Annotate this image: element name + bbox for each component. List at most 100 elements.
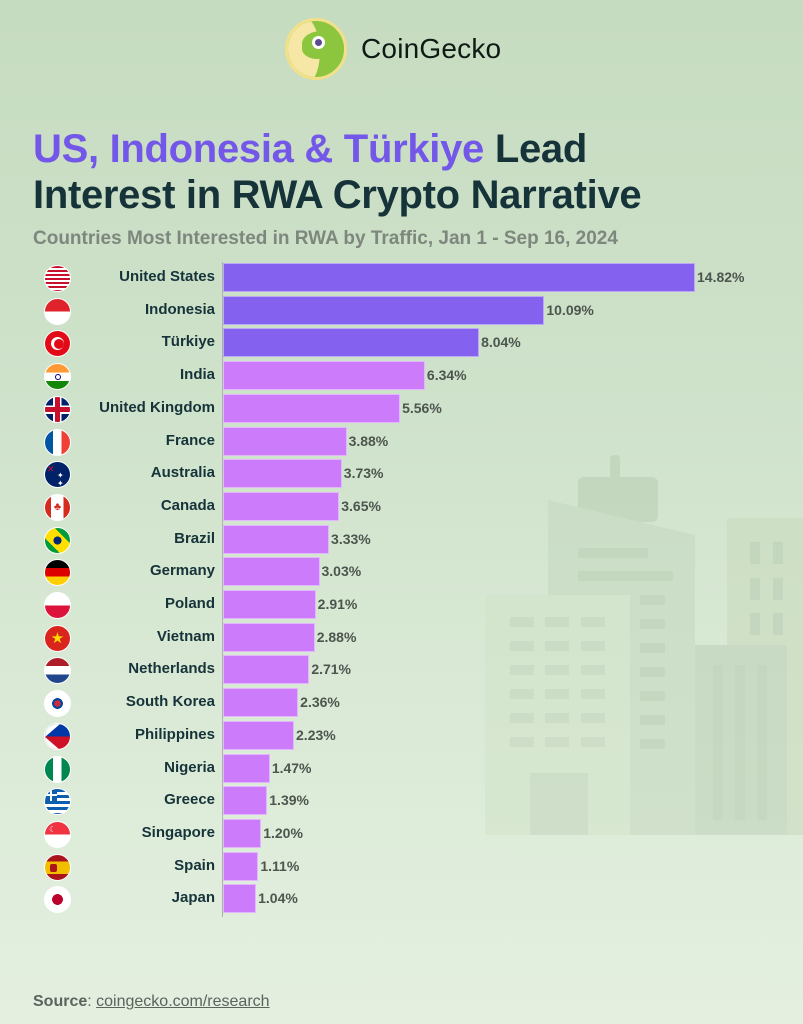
value-label: 3.03% — [321, 563, 362, 580]
bar — [223, 818, 262, 848]
value-label: 3.33% — [331, 530, 371, 547]
japan-flag-icon — [44, 886, 71, 914]
value-label: 1.20% — [263, 824, 303, 841]
brand-name: CoinGecko — [361, 33, 502, 64]
value-label: 14.82% — [697, 269, 745, 285]
title-rest: Lead — [484, 127, 587, 171]
france-flag-icon — [44, 428, 71, 456]
value-label: 3.88% — [348, 432, 389, 449]
bar — [223, 328, 480, 358]
country-label: Brazil — [174, 529, 215, 547]
nigeria-flag-icon — [44, 755, 71, 783]
australia-flag-icon: ✦ ✦ ✦✕ — [44, 461, 71, 489]
bar — [223, 753, 270, 783]
value-label: 6.34% — [426, 367, 467, 384]
source-footer: Source: coingecko.com/research — [33, 993, 270, 1010]
value-label: 5.56% — [402, 399, 442, 416]
chart-row: Spain 1.11% — [0, 851, 803, 882]
country-label: South Korea — [125, 693, 215, 711]
title-highlight: US, Indonesia & Türkiye — [33, 127, 484, 171]
indonesia-flag-icon — [44, 297, 71, 325]
value-label: 2.71% — [311, 661, 352, 678]
country-label: United Kingdom — [99, 398, 215, 416]
germany-flag-icon — [44, 559, 71, 587]
chart-row: Indonesia 10.09% — [0, 295, 803, 326]
chart-row: ♣ Canada 3.65% — [0, 491, 803, 522]
bar — [223, 263, 696, 292]
country-label: Indonesia — [144, 300, 215, 318]
bar — [223, 720, 295, 750]
chart-row: ✦ ✦ ✦✕ Australia 3.73% — [0, 459, 803, 489]
bar — [223, 361, 425, 391]
country-label: Germany — [149, 562, 215, 580]
brazil-flag-icon — [44, 526, 71, 554]
gecko-logo-icon — [285, 18, 347, 80]
chart-row: Nigeria 1.47% — [0, 753, 803, 784]
chart-row: ★ Vietnam 2.88% — [0, 622, 803, 653]
bar — [223, 622, 315, 652]
chart-row: France 3.88% — [0, 426, 803, 457]
vietnam-flag-icon: ★ — [44, 624, 71, 652]
value-label: 3.73% — [343, 465, 384, 482]
south-korea-flag-icon — [44, 690, 71, 718]
chart-row: Netherlands 2.71% — [0, 655, 803, 685]
philippines-flag-icon — [44, 722, 71, 750]
value-label: 1.04% — [258, 890, 298, 907]
value-label: 1.47% — [271, 759, 312, 776]
chart-subtitle: Countries Most Interested in RWA by Traf… — [33, 228, 618, 249]
country-label: France — [165, 431, 215, 449]
value-label: 10.09% — [546, 301, 594, 318]
value-label: 8.04% — [481, 334, 521, 351]
canada-flag-icon: ♣ — [44, 493, 71, 521]
chart-row: Philippines 2.23% — [0, 720, 803, 751]
bar — [223, 655, 310, 685]
country-label: Greece — [164, 791, 215, 809]
country-label: United States — [119, 268, 215, 285]
value-label: 1.39% — [269, 792, 309, 809]
chart-row: Türkiye 8.04% — [0, 328, 803, 358]
country-label: Australia — [150, 464, 215, 482]
chart-row: United States 14.82% — [0, 263, 803, 293]
bar — [223, 491, 340, 521]
chart-row: South Korea 2.36% — [0, 688, 803, 718]
chart-row: United Kingdom 5.56% — [0, 393, 803, 424]
poland-flag-icon — [44, 592, 71, 619]
country-label: Japan — [171, 889, 215, 907]
bar — [223, 295, 545, 325]
bar — [223, 884, 257, 914]
chart-row: Brazil 3.33% — [0, 524, 803, 555]
country-label: Spain — [174, 856, 215, 874]
bar — [223, 688, 299, 718]
country-label: Vietnam — [156, 627, 215, 645]
country-label: Singapore — [141, 823, 215, 841]
uk-flag-icon — [44, 395, 71, 423]
source-label: Source — [33, 993, 88, 1010]
bar — [223, 426, 347, 456]
spain-flag-icon — [44, 853, 71, 881]
chart-row: India 6.34% — [0, 361, 803, 391]
country-label: Türkiye — [161, 333, 215, 351]
chart-row: ☾ Singapore 1.20% — [0, 818, 803, 849]
value-label: 3.65% — [341, 497, 381, 514]
country-label: Poland — [164, 595, 215, 612]
chart-row: Poland 2.91% — [0, 590, 803, 620]
country-label: India — [179, 366, 215, 384]
value-label: 2.88% — [316, 628, 357, 645]
value-label: 1.11% — [260, 857, 300, 874]
value-label: 2.36% — [300, 694, 340, 711]
title-line-2: Interest in RWA Crypto Narrative — [33, 173, 642, 217]
source-link[interactable]: coingecko.com/research — [96, 993, 270, 1010]
bar — [223, 557, 320, 587]
country-label: Netherlands — [128, 660, 215, 678]
value-label: 2.23% — [296, 726, 336, 743]
value-label: 2.91% — [317, 596, 358, 612]
singapore-flag-icon: ☾ — [44, 820, 71, 848]
netherlands-flag-icon — [44, 657, 71, 685]
bar — [223, 786, 268, 816]
country-label: Canada — [160, 496, 215, 514]
bar — [223, 851, 259, 881]
bar — [223, 590, 316, 619]
brand-logo: CoinGecko — [285, 18, 501, 80]
bar — [223, 524, 330, 554]
greece-flag-icon — [44, 788, 71, 816]
